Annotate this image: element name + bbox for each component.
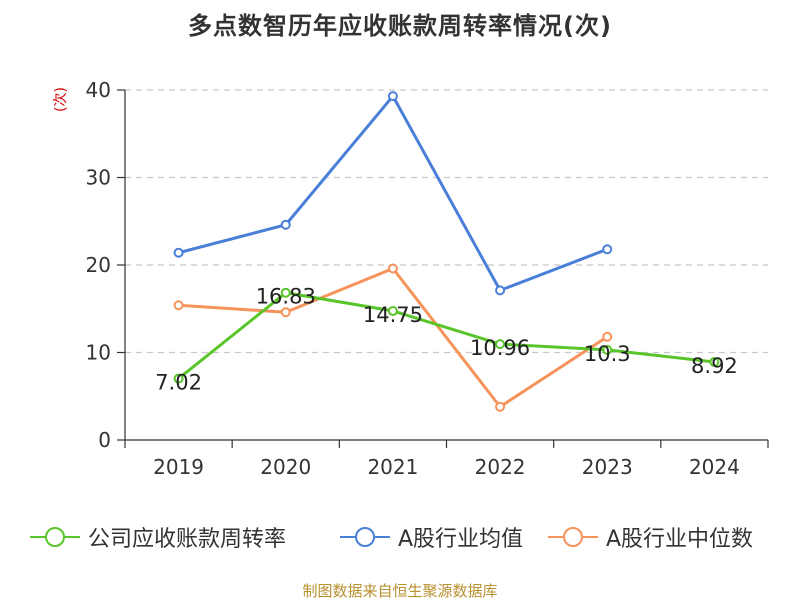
data-point (280, 307, 291, 318)
grid-lines (125, 89, 768, 354)
legend: 公司应收账款周转率 A股行业均值 A股行业中位数 (0, 520, 800, 556)
y-tick-label: 30 (86, 166, 111, 190)
data-point (495, 339, 506, 350)
y-tick-label: 20 (86, 253, 111, 277)
data-label: 14.75 (363, 303, 423, 327)
data-point (173, 373, 184, 384)
data-point (387, 263, 398, 274)
data-point (280, 287, 291, 298)
y-tick-label: 10 (86, 341, 111, 365)
legend-label: A股行业均值 (398, 527, 524, 552)
data-label: 16.83 (256, 285, 316, 309)
line-chart: 0 10 20 30 40 2019 2020 2021 2022 2023 2024 7.02 16… (86, 78, 769, 479)
data-label: 8.92 (691, 354, 738, 378)
data-point (602, 344, 613, 355)
legend-label: 公司应收账款周转率 (88, 527, 287, 552)
legend-item-company[interactable]: 公司应收账款周转率 (30, 520, 286, 554)
legend-marker-icon (340, 526, 390, 548)
legend-label: A股行业中位数 (606, 527, 754, 552)
data-label: 7.02 (155, 371, 202, 395)
legend-item-industry-median[interactable]: A股行业中位数 (548, 520, 753, 554)
legend-marker-icon (30, 526, 80, 548)
y-tick-label: 0 (98, 428, 111, 452)
series-line (178, 267, 609, 409)
data-point (602, 244, 613, 255)
data-source-note: 制图数据来自恒生聚源数据库 (302, 582, 498, 600)
y-tick-label: 40 (86, 78, 111, 102)
data-point (387, 305, 398, 316)
legend-item-industry-mean[interactable]: A股行业均值 (340, 520, 523, 554)
data-point (280, 219, 291, 230)
legend-marker-icon (548, 526, 598, 548)
series-line (177, 291, 715, 380)
x-tick-label: 2021 (367, 455, 418, 479)
data-point (495, 401, 506, 412)
data-point (709, 356, 720, 367)
data-point (495, 285, 506, 296)
x-tick-label: 2020 (260, 455, 311, 479)
data-point (173, 247, 184, 258)
x-tick-label: 2024 (689, 455, 740, 479)
series-lines (173, 91, 720, 412)
x-tick-label: 2019 (153, 455, 204, 479)
chart-title: 多点数智历年应收账款周转率情况(次) (188, 12, 612, 40)
x-tick-label: 2023 (582, 455, 633, 479)
data-label: 10.3 (584, 342, 631, 366)
data-label: 10.96 (470, 336, 530, 360)
axes: 0 10 20 30 40 2019 2020 2021 2022 2023 2024 (86, 78, 769, 479)
data-labels: 7.02 16.83 14.75 10.96 10.3 8.92 (155, 285, 738, 395)
x-tick-label: 2022 (475, 455, 526, 479)
data-point (173, 300, 184, 311)
data-point (602, 331, 613, 342)
series-line (178, 94, 608, 292)
data-point (387, 91, 398, 102)
